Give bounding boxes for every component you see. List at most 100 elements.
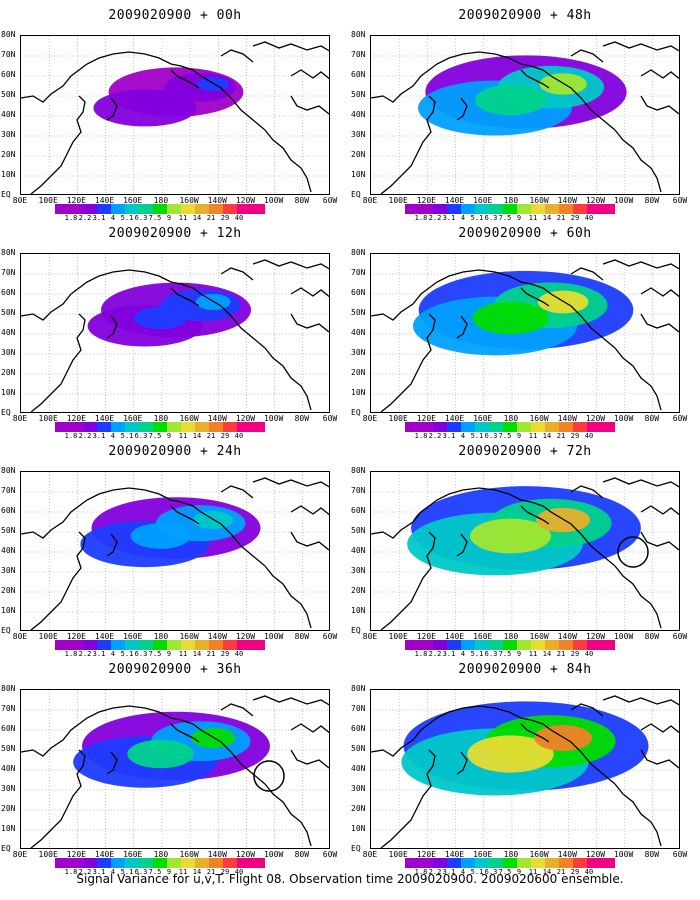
lat-label: 10N <box>1 606 16 615</box>
colorbar-swatch <box>419 204 433 214</box>
colorbar-swatch <box>83 858 97 868</box>
colorbar-swatch <box>181 204 195 214</box>
lon-label: 140E <box>444 196 465 205</box>
map-panel: 2009020900 + 36h 80N 70N 60N 50N 40N 30N 20N 10N… <box>0 662 350 880</box>
colorbar-tick: 11 <box>178 868 188 876</box>
lat-label: 60N <box>351 724 366 733</box>
variance-field <box>371 254 679 412</box>
colorbar-tick: 6.3 <box>484 868 498 876</box>
lon-label: 120W <box>585 414 606 423</box>
colorbar-swatch <box>545 640 559 650</box>
colorbar-tick: 2.2 <box>428 650 442 658</box>
lat-label: 40N <box>1 110 16 119</box>
lat-label: 70N <box>1 704 16 713</box>
lon-label: 160W <box>529 414 549 423</box>
coastline <box>290 95 329 115</box>
colorbar-swatch <box>111 204 125 214</box>
lon-label: 60W <box>672 414 688 423</box>
lat-label: 50N <box>351 90 366 99</box>
lon-label: 60W <box>322 850 338 859</box>
variance-contour <box>467 735 554 773</box>
colorbar-swatch <box>559 422 573 432</box>
variance-field <box>371 690 679 848</box>
lat-label: 80N <box>351 466 366 475</box>
colorbar-swatch <box>573 204 587 214</box>
lat-label: 10N <box>351 388 366 397</box>
lon-label: 80E <box>12 414 28 423</box>
colorbar-swatch <box>559 640 573 650</box>
colorbar-swatch <box>97 640 111 650</box>
coastline <box>106 533 118 557</box>
colorbar-swatch <box>461 640 475 650</box>
colorbar-swatch <box>447 422 461 432</box>
lat-label: 20N <box>351 804 366 813</box>
lon-label: 180 <box>153 196 169 205</box>
colorbar-swatch <box>69 858 83 868</box>
map-frame <box>20 471 330 631</box>
lon-label: 180 <box>153 632 169 641</box>
colorbar-swatch <box>237 640 251 650</box>
observation-circle <box>617 536 649 568</box>
colorbar-tick: 4 <box>110 650 116 658</box>
lat-label: 50N <box>1 526 16 535</box>
colorbar-swatch <box>475 204 489 214</box>
coastline <box>21 705 266 785</box>
coastline <box>640 749 679 769</box>
colorbar-swatch <box>531 204 545 214</box>
colorbar-tick: 40 <box>234 432 244 440</box>
colorbar-tick: 40 <box>584 432 594 440</box>
map-frame <box>20 35 330 195</box>
colorbar <box>55 640 265 650</box>
map-panel: 2009020900 + 12h 80N 70N 60N 50N 40N 30N 20N 10N… <box>0 226 350 444</box>
lat-label: 60N <box>351 70 366 79</box>
colorbar-swatch <box>587 640 601 650</box>
coastline <box>614 783 662 847</box>
colorbar-tick: 4 <box>460 432 466 440</box>
lon-label: 180 <box>153 850 169 859</box>
lon-label: 60W <box>672 850 688 859</box>
colorbar-swatch <box>97 858 111 868</box>
lon-label: 180 <box>503 414 519 423</box>
lat-label: 80N <box>1 684 16 693</box>
coastline <box>614 347 662 411</box>
map-area: 80N 70N 60N 50N 40N 30N 20N 10N EQ 80E 100E 120E 140… <box>1 685 337 859</box>
colorbar-swatch <box>97 204 111 214</box>
variance-contour <box>130 523 191 549</box>
colorbar-tick: 4 <box>460 868 466 876</box>
colorbar <box>55 204 265 214</box>
colorbar-swatch <box>125 422 139 432</box>
colorbar-swatch <box>223 640 237 650</box>
lat-label: 60N <box>1 288 16 297</box>
variance-contour <box>136 89 185 111</box>
lon-label: 180 <box>503 632 519 641</box>
lon-label: 160W <box>179 414 199 423</box>
lon-label: 140E <box>94 632 115 641</box>
colorbar-swatch <box>517 640 531 650</box>
map-area: 80N 70N 60N 50N 40N 30N 20N 10N EQ 80E 100E 120E 140… <box>1 467 337 641</box>
colorbar-tick: 4 <box>110 432 116 440</box>
colorbar-swatch <box>419 640 433 650</box>
coastline <box>614 565 662 629</box>
variance-field <box>21 254 329 412</box>
colorbar-tick: 1.8 <box>64 650 78 658</box>
lat-label: EQ <box>1 190 11 199</box>
colorbar-swatch <box>69 422 83 432</box>
colorbar-swatch <box>531 640 545 650</box>
variance-field <box>371 36 679 194</box>
coastline <box>640 723 679 734</box>
variance-field <box>21 472 329 630</box>
colorbar-swatch <box>503 858 517 868</box>
coastline <box>290 505 329 516</box>
colorbar-tick: 29 <box>570 868 580 876</box>
colorbar <box>405 640 615 650</box>
colorbar-swatch <box>167 422 181 432</box>
lon-label: 120E <box>66 850 86 859</box>
lat-label: 30N <box>1 784 16 793</box>
colorbar-swatch <box>489 422 503 432</box>
lat-label: 20N <box>1 804 16 813</box>
lon-label: 160E <box>473 414 493 423</box>
colorbar-tick: 5.1 <box>470 432 484 440</box>
lon-label: 140E <box>444 850 465 859</box>
coastline <box>220 703 254 717</box>
colorbar-swatch <box>475 858 489 868</box>
